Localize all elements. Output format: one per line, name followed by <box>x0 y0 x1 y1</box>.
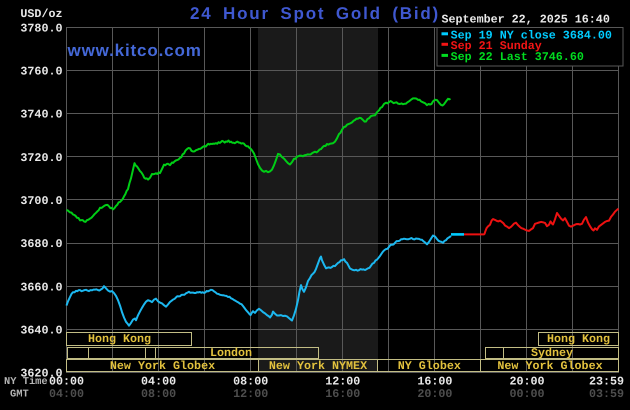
svg-text:Hong Kong: Hong Kong <box>547 332 610 346</box>
svg-text:20:00: 20:00 <box>417 387 452 401</box>
svg-text:08:00: 08:00 <box>233 375 268 389</box>
svg-text:16:00: 16:00 <box>417 375 452 389</box>
svg-text:08:00: 08:00 <box>141 387 176 401</box>
svg-text:USD/oz: USD/oz <box>20 7 62 21</box>
svg-text:16:00: 16:00 <box>325 387 360 401</box>
svg-text:Sydney: Sydney <box>531 346 573 360</box>
svg-text:Sep 19 NY close 3684.00: Sep 19 NY close 3684.00 <box>451 29 612 43</box>
svg-text:3720.0: 3720.0 <box>20 151 62 165</box>
svg-text:3700.0: 3700.0 <box>20 194 62 208</box>
svg-text:New York Globex: New York Globex <box>110 359 215 373</box>
svg-text:NY Time: NY Time <box>4 376 48 388</box>
svg-text:3780.0: 3780.0 <box>20 21 62 35</box>
svg-text:3640.0: 3640.0 <box>20 324 62 338</box>
svg-text:New York Globex: New York Globex <box>497 359 602 373</box>
svg-text:Hong Kong: Hong Kong <box>88 332 151 346</box>
svg-text:3620.0: 3620.0 <box>20 367 62 381</box>
svg-text:London: London <box>210 346 252 360</box>
svg-text:23:59: 23:59 <box>589 375 624 389</box>
svg-text:September 22, 2025 16:40: September 22, 2025 16:40 <box>442 13 610 27</box>
svg-text:Sep 21 Sunday: Sep 21 Sunday <box>451 39 542 53</box>
svg-text:04:00: 04:00 <box>49 387 84 401</box>
svg-text:Sep 22 Last 3746.60: Sep 22 Last 3746.60 <box>451 50 584 64</box>
svg-text:00:00: 00:00 <box>509 387 544 401</box>
svg-text:GMT: GMT <box>10 388 29 400</box>
svg-text:3680.0: 3680.0 <box>20 237 62 251</box>
svg-text:04:00: 04:00 <box>141 375 176 389</box>
svg-text:12:00: 12:00 <box>325 375 360 389</box>
svg-text:3740.0: 3740.0 <box>20 108 62 122</box>
svg-text:3760.0: 3760.0 <box>20 65 62 79</box>
svg-text:03:59: 03:59 <box>589 387 624 401</box>
svg-text:00:00: 00:00 <box>49 375 84 389</box>
svg-text:20:00: 20:00 <box>509 375 544 389</box>
svg-text:12:00: 12:00 <box>233 387 268 401</box>
svg-text:NY Globex: NY Globex <box>398 359 461 373</box>
svg-text:3660.0: 3660.0 <box>20 280 62 294</box>
svg-text:New York NYMEX: New York NYMEX <box>269 359 368 373</box>
